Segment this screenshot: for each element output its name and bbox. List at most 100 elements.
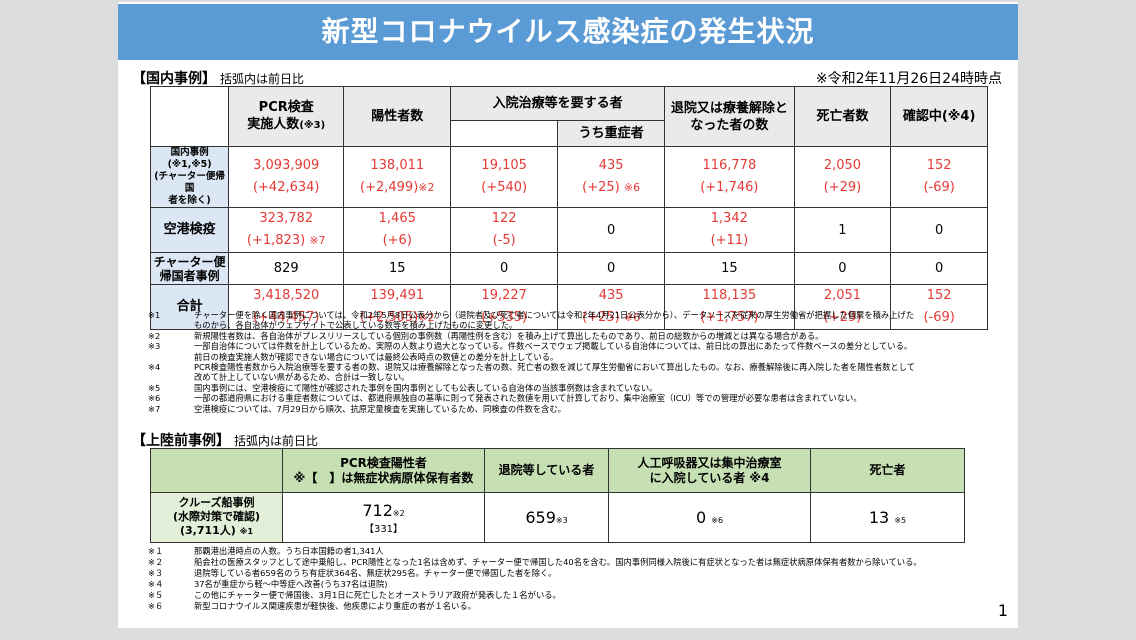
note-key: ※3 [148,341,161,352]
preland-header-pcr-line2: ※【 】は無症状病原体保有者数 [293,470,474,485]
cell-diff: (+11) [710,233,749,248]
domestic-notes: ※1 チャーター便を除く国内事例については、令和2年5月8日公表分から（退院者及び… [148,310,998,414]
page-number: 1 [997,601,1008,620]
cell-value: 1,342 [710,211,748,226]
preland-row-label: クルーズ船事例 (水際対策で確認) (3,711人) ※1 [150,492,283,543]
cell-diff: (+25) ※6 [558,307,664,329]
cell-diff-value: (+25) [582,180,620,195]
cell-deaths: 1 [793,207,892,253]
cell-positive: 138,011 (+2,499)※2 [343,146,452,208]
cell-diff: (+1,823) ※7 [229,230,343,252]
cell-confirming: 0 [890,207,988,253]
note-key: ※1 [148,310,161,320]
domestic-table: PCR検査 実施人数(※3) 陽性者数 入院治療等を要する者 退院又は療養解除と… [149,86,988,330]
note-key: ※２ [148,557,164,567]
table-row: チャーター便 帰国者事例 829 15 0 0 15 0 0 [149,252,988,285]
cell-diff: (+1,746) [700,180,759,195]
cell-value: 19,105 [481,158,527,173]
cell-severe: 435 (+25) ※6 [557,146,666,208]
note-text: 船会社の医療スタッフとして途中乗船し、PCR陽性となった1名は含めず、チャーター… [194,557,922,567]
row-label-charter: チャーター便 帰国者事例 [149,252,230,285]
note-item: ※2 新規陽性者数は、各自治体がプレスリリースしている個別の事例数（再陽性例を含む… [148,331,998,341]
note-key: ※４ [148,579,164,589]
header-discharged-line1: 退院又は療養解除と [670,100,788,116]
cell-pcr: 323,782 (+1,823) ※7 [228,207,345,253]
table-row: 空港検疫 323,782 (+1,823) ※7 1,465 (+6) 122 (-5… [149,207,988,253]
cell-diff: (+25) ※6 [558,177,664,199]
cell-confirming: 152 (-69) [890,284,988,330]
row-label-line: チャーター便 [153,254,226,269]
note-text: 一部の都道府県における重症者数については、都道府県独自の基準に則って発表された数… [194,393,862,404]
cell-value: 139,491 [370,288,425,303]
cell-diff: (+6) [382,233,412,248]
cell-diff-value: (+2,499) [360,180,419,195]
row-label-line: 帰国者事例 [159,268,220,283]
note-key: ※６ [148,601,164,611]
cell-value: 19,227 [481,288,527,303]
cell-diff-value: (+2,505) [360,310,419,325]
preland-header-icu-note: ※4 [749,470,770,485]
cell-diff: (+29) [823,310,862,325]
note-item: ※5 国内事例には、空港検疫にて陽性が確認された事例を国内事例としても公表している… [148,383,998,393]
header-hospital-blank [450,120,559,147]
cell-diff: (+29) [823,180,862,195]
preland-section-label: 【上陸前事例】 [132,433,230,449]
cell-diff: (+2,499)※2 [344,177,450,199]
cell-pcr: 829 [228,252,345,285]
preland-header-deaths: 死亡者 [810,448,965,493]
cell-severe: 0 [557,252,666,285]
note-key: ※4 [148,362,161,373]
preland-cell-deaths: 13 ※5 [810,492,965,543]
note-item: ものから、各自治体がウェブサイトで公表している数等を積み上げたものに変更した。 [148,320,998,330]
cell-asymptomatic: 【331】 [363,523,404,535]
header-pcr-line1: PCR検査 [258,100,314,115]
note-item: ※４ 37名が重症から軽～中等症へ改善(うち37名は退院) [148,579,998,590]
cell-value: 118,135 [702,288,757,303]
cell-positive: 1,465 (+6) [343,207,452,253]
note-key: ※2 [148,330,161,341]
note-item: ※１ 那覇港出港時点の人数。うち日本国籍の者1,341人 [148,546,998,557]
note-item: ※4 PCR検査陽性者数から入院治療等を要する者の数、退院又は療養解除となった者の… [148,362,998,372]
cell-note: ※3 [555,516,568,525]
note-item: ※1 チャーター便を除く国内事例については、令和2年5月8日公表分から（退院者及び… [148,310,998,320]
preland-header-pcr: PCR検査陽性者 ※【 】は無症状病原体保有者数 [282,448,485,493]
cell-value: 435 [598,288,624,303]
cell-value: 13 [868,508,890,527]
cell-hospital: 19,105 (+540) [450,146,559,208]
cell-diff-value: (+25) [582,310,620,325]
cell-note: ※7 [309,234,326,247]
note-key: ※１ [148,546,164,556]
note-key: ※３ [148,568,164,578]
note-text: 前日の検査実施人数が確認できない場合については最終公表時点の数値との差分を計上し… [194,351,559,362]
cell-diff: (+540) [481,180,528,195]
note-text: 空港検疫については、7月29日から順次、抗原定量検査を実施しているため、同検査の… [194,403,566,414]
note-text: 那覇港出港時点の人数。うち日本国籍の者1,341人 [194,546,384,556]
row-label-note: ※1 [239,527,254,536]
cell-diff: (-69) [923,310,955,325]
cell-severe: 435 (+25) ※6 [557,284,666,330]
cell-value: 122 [491,211,517,226]
page-title: 新型コロナウイルス感染症の発生状況 [118,4,1018,60]
table-row: 合計 3,418,520 (+44,457) 139,491 (+2,505)※2 … [149,284,988,330]
cell-discharged: 116,778 (+1,746) [664,146,795,208]
note-text: PCR検査陽性者数から入院治療等を要する者の数、退院又は療養解除となった者の数、… [194,362,916,373]
note-text: チャーター便を除く国内事例については、令和2年5月8日公表分から（退院者及び死亡… [194,310,915,320]
note-item: ※６ 新型コロナウイルス関連疾患が軽快後、他疾患により重症の者が１名いる。 [148,601,998,612]
row-label-line: 者を除く) [168,195,211,206]
note-item: 改めて計上していない県があるため、合計は一致しない。 [148,372,998,382]
preland-header-discharged: 退院等している者 [484,448,609,493]
note-text: 37名が重症から軽～中等症へ改善(うち37名は退院) [194,579,388,589]
row-label-line: 国内事例(※1,※5) [167,147,212,170]
note-text: 新型コロナウイルス関連疾患が軽快後、他疾患により重症の者が１名いる。 [194,601,476,611]
row-label-airport: 空港検疫 [149,207,230,253]
as-of-date: ※令和2年11月26日24時時点 [815,71,1002,87]
cell-value: 2,050 [823,158,862,173]
preland-table: PCR検査陽性者 ※【 】は無症状病原体保有者数 退院等している者 人工呼吸器又… [150,448,965,543]
cell-discharged: 1,342 (+11) [664,207,795,253]
note-item: ※3 一部自治体については件数を計上しているため、実際の人数より過大となっている。… [148,341,998,351]
header-confirming: 確認中(※4) [890,86,988,147]
cell-hospital: 122 (-5) [450,207,559,253]
note-key: ※5 [148,382,161,393]
cell-discharged: 15 [664,252,795,285]
note-key [148,372,194,382]
